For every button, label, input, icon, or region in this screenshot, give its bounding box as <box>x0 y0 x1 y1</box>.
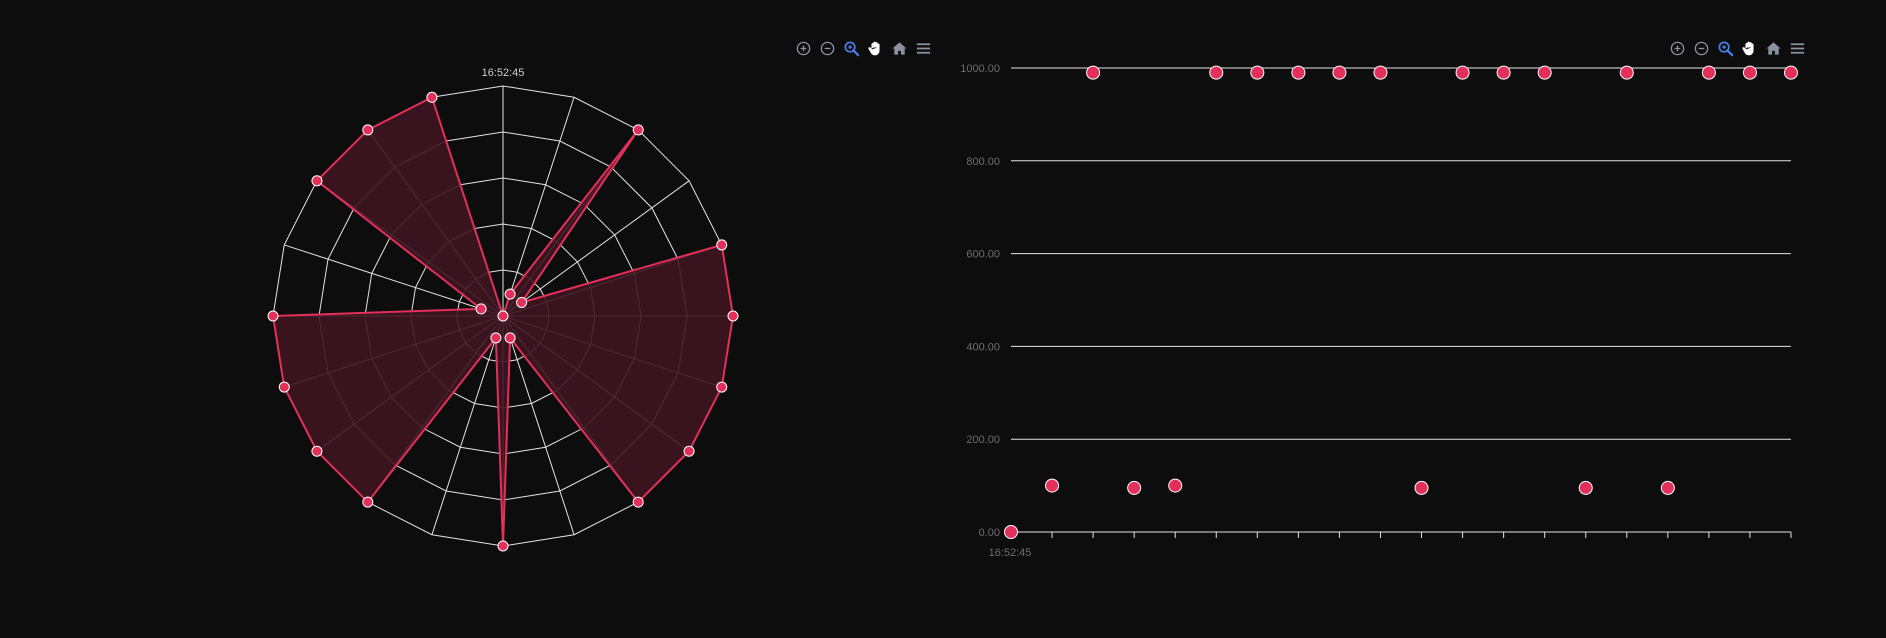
radar-grid-spoke <box>431 315 504 535</box>
radar-point <box>716 381 728 393</box>
zoom-in-button[interactable] <box>793 38 813 58</box>
radar-point <box>497 310 509 322</box>
y-tick-label: 0.00 <box>979 527 1000 539</box>
menu-button[interactable] <box>1787 38 1807 58</box>
radar-point <box>716 239 728 251</box>
scatter-point <box>1701 65 1716 80</box>
radar-point <box>311 175 323 187</box>
radar-point <box>683 445 695 457</box>
selection-zoom-icon <box>1718 41 1733 56</box>
selection-zoom-icon <box>844 41 859 56</box>
pan-button[interactable] <box>865 38 885 58</box>
zoom-in-icon <box>796 41 810 55</box>
scatter-point <box>1127 480 1142 495</box>
radar-point <box>504 288 516 300</box>
scatter-point <box>1045 478 1060 493</box>
home-button[interactable] <box>889 38 909 58</box>
scatter-point <box>1537 65 1552 80</box>
scatter-point <box>1784 65 1798 80</box>
y-tick-label: 600.00 <box>966 249 1000 261</box>
scatter-chart: 16:52:45 0.00 200.00 400.00 600.00 800.00 100… <box>960 63 1798 559</box>
scatter-point <box>1291 65 1306 80</box>
radar-point <box>426 91 438 103</box>
radar-point <box>632 496 644 508</box>
y-tick-label: 400.00 <box>966 341 1000 353</box>
radar-point <box>490 332 502 344</box>
scatter-point <box>1619 65 1634 80</box>
radar-chart-panel: 16:52:45 <box>0 0 940 638</box>
scatter-point <box>1496 65 1511 80</box>
menu-icon <box>916 42 930 54</box>
radar-point <box>497 540 509 552</box>
scatter-chart-panel: 16:52:45 0.00 200.00 400.00 600.00 800.00 100… <box>940 0 1886 638</box>
scatter-point <box>1578 480 1593 495</box>
pan-icon <box>867 41 880 55</box>
scatter-point <box>1250 65 1265 80</box>
pan-button[interactable] <box>1739 38 1759 58</box>
scatter-point <box>1209 65 1224 80</box>
scatter-point <box>1660 480 1675 495</box>
radar-point <box>727 310 739 322</box>
x-tick-label: 16:52:45 <box>989 547 1032 559</box>
zoom-out-button[interactable] <box>1691 38 1711 58</box>
radar-point <box>267 310 279 322</box>
radar-point <box>475 303 487 315</box>
zoom-out-icon <box>1694 41 1708 55</box>
zoom-out-button[interactable] <box>817 38 837 58</box>
radar-markers <box>267 91 739 552</box>
pan-icon <box>1741 41 1754 55</box>
radar-grid-spoke <box>284 244 504 317</box>
radar-point <box>504 332 516 344</box>
radar-point <box>278 381 290 393</box>
scatter-point <box>1332 65 1347 80</box>
menu-button[interactable] <box>913 38 933 58</box>
scatter-markers <box>1004 65 1798 539</box>
scatter-grid <box>1010 67 1792 538</box>
scatter-point <box>1373 65 1388 80</box>
zoom-in-icon <box>1670 41 1684 55</box>
y-tick-label: 800.00 <box>966 156 1000 168</box>
scatter-point <box>1004 525 1018 539</box>
home-icon <box>1765 41 1781 55</box>
home-icon <box>891 41 907 55</box>
home-button[interactable] <box>1763 38 1783 58</box>
y-tick-label: 200.00 <box>966 434 1000 446</box>
scatter-point <box>1455 65 1470 80</box>
menu-icon <box>1790 42 1804 54</box>
scatter-point <box>1742 65 1757 80</box>
scatter-point <box>1414 480 1429 495</box>
scatter-point <box>1086 65 1101 80</box>
radar-grid-spoke <box>502 315 575 535</box>
radar-grid-spoke <box>502 180 690 317</box>
radar-point <box>362 496 374 508</box>
radar-point <box>632 124 644 136</box>
scatter-point <box>1168 478 1183 493</box>
radar-grid-spoke <box>502 97 575 317</box>
radar-time-label: 16:52:45 <box>482 67 525 79</box>
zoom-in-button[interactable] <box>1667 38 1687 58</box>
selection-zoom-button[interactable] <box>1715 38 1735 58</box>
scatter-toolbar <box>1667 38 1807 58</box>
zoom-out-icon <box>820 41 834 55</box>
selection-zoom-button[interactable] <box>841 38 861 58</box>
radar-toolbar <box>793 38 933 58</box>
radar-point <box>516 296 528 308</box>
radar-point <box>311 445 323 457</box>
radar-point <box>362 124 374 136</box>
radar-chart: 16:52:45 <box>267 67 739 552</box>
y-tick-label: 1000.00 <box>960 63 1000 75</box>
